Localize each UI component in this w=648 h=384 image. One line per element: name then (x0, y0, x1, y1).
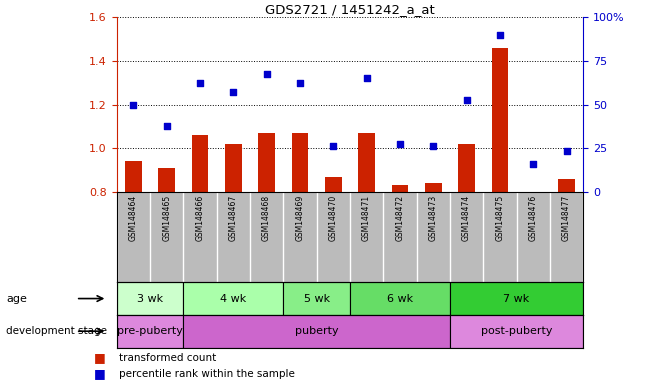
Point (561, 147, 572, 154)
Text: 4 wk: 4 wk (220, 293, 246, 304)
Point (228, 88, 238, 94)
Text: GSM148466: GSM148466 (196, 195, 205, 241)
Point (328, 143, 338, 149)
Text: 5 wk: 5 wk (303, 293, 330, 304)
Text: GSM148477: GSM148477 (562, 195, 571, 241)
Point (128, 101, 139, 108)
Text: 7 wk: 7 wk (503, 293, 529, 304)
Text: development stage: development stage (6, 326, 108, 336)
Text: GSM148476: GSM148476 (529, 195, 538, 241)
Bar (117, 282, 183, 315)
Text: GSM148467: GSM148467 (229, 195, 238, 241)
Text: pre-puberty: pre-puberty (117, 326, 183, 336)
Text: GSM148473: GSM148473 (429, 195, 438, 241)
Text: GSM148471: GSM148471 (362, 195, 371, 241)
Text: GSM148475: GSM148475 (495, 195, 504, 241)
Bar (225, 144, 242, 192)
Bar (259, 133, 275, 192)
Point (395, 141, 405, 147)
Text: GSM148469: GSM148469 (295, 195, 305, 241)
Point (528, 161, 538, 167)
Text: GSM148468: GSM148468 (262, 195, 271, 241)
Bar (558, 179, 575, 192)
Title: GDS2721 / 1451242_a_at: GDS2721 / 1451242_a_at (265, 3, 435, 16)
Point (362, 75, 372, 81)
Bar (325, 177, 341, 192)
Bar (450, 282, 583, 315)
Bar (358, 133, 375, 192)
Point (161, 123, 172, 129)
Text: age: age (6, 293, 27, 304)
Bar (350, 282, 450, 315)
Bar (158, 168, 175, 192)
Bar (192, 135, 208, 192)
Text: post-puberty: post-puberty (481, 326, 552, 336)
Point (461, 97, 472, 103)
Text: GSM148464: GSM148464 (129, 195, 138, 241)
Bar (391, 185, 408, 192)
Bar (183, 282, 283, 315)
Point (428, 143, 439, 149)
Text: GSM148470: GSM148470 (329, 195, 338, 241)
Point (195, 80, 205, 86)
Text: transformed count: transformed count (119, 353, 216, 363)
Text: ■: ■ (94, 367, 106, 380)
Text: ■: ■ (94, 351, 106, 364)
Point (295, 80, 305, 86)
Bar (425, 183, 441, 192)
Text: 6 wk: 6 wk (387, 293, 413, 304)
Text: GSM148472: GSM148472 (395, 195, 404, 241)
Text: puberty: puberty (295, 326, 338, 336)
Text: GSM148465: GSM148465 (162, 195, 171, 241)
Text: percentile rank within the sample: percentile rank within the sample (119, 369, 295, 379)
Bar (125, 161, 142, 192)
Point (261, 71, 272, 77)
Bar (450, 315, 583, 348)
Bar (183, 315, 450, 348)
Text: 3 wk: 3 wk (137, 293, 163, 304)
Bar (117, 315, 183, 348)
Bar (283, 282, 350, 315)
Bar (292, 133, 308, 192)
Bar (492, 48, 508, 192)
Bar (458, 144, 475, 192)
Point (494, 31, 505, 38)
Text: GSM148474: GSM148474 (462, 195, 471, 241)
